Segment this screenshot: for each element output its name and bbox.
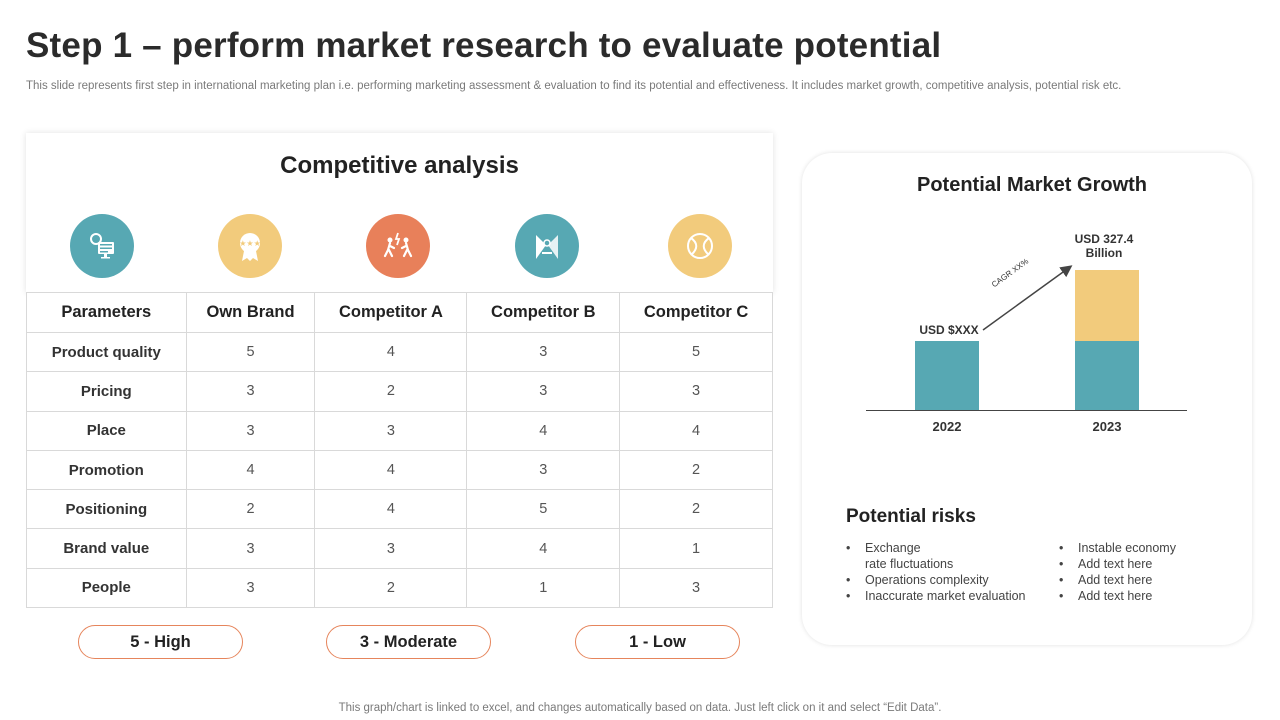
table-row: Pricing 3 2 3 3 xyxy=(26,371,773,412)
risk-item: Inaccurate market evaluation xyxy=(846,588,1046,604)
competitive-analysis-title: Competitive analysis xyxy=(280,152,519,179)
label-2023-line1: USD 327.4 xyxy=(1074,232,1134,246)
risk-item: Instable economy xyxy=(1059,540,1239,556)
legend-low: 1 - Low xyxy=(575,625,740,659)
row-parameter: Product quality xyxy=(26,331,187,373)
cell-competitor-a: 4 xyxy=(314,489,468,530)
table-row: Brand value 3 3 4 1 xyxy=(26,528,773,569)
label-2023-value: USD 327.4 Billion xyxy=(1060,232,1148,260)
row-parameter: Promotion xyxy=(26,449,187,491)
legend-moderate: 3 - Moderate xyxy=(326,625,491,659)
risk-item: Add text here xyxy=(1059,556,1239,572)
growth-arrow-icon xyxy=(982,265,1073,331)
header-competitor-c: Competitor C xyxy=(619,292,773,333)
competition-people-icon xyxy=(366,214,430,278)
competitive-analysis-table: Parameters Own Brand Competitor A Compet… xyxy=(26,292,773,609)
cell-competitor-c: 3 xyxy=(619,567,773,609)
row-parameter: Place xyxy=(26,410,187,451)
table-row: Product quality 5 4 3 5 xyxy=(26,331,773,373)
table-header-row: Parameters Own Brand Competitor A Compet… xyxy=(26,292,773,333)
cell-competitor-c: 2 xyxy=(619,449,773,491)
cell-competitor-a: 3 xyxy=(314,410,468,451)
cell-competitor-b: 5 xyxy=(466,489,621,530)
cell-competitor-b: 4 xyxy=(466,528,621,569)
row-parameter: Pricing xyxy=(26,371,187,412)
bar-2023-growth xyxy=(1075,270,1139,341)
slide-title: Step 1 – perform market research to eval… xyxy=(26,26,942,65)
risk-item: Add text here xyxy=(1059,572,1239,588)
header-competitor-b: Competitor B xyxy=(466,292,621,333)
cell-own-brand: 2 xyxy=(185,489,316,530)
cell-competitor-a: 2 xyxy=(314,567,468,609)
table-row: Promotion 4 4 3 2 xyxy=(26,449,773,491)
table-row: Place 3 3 4 4 xyxy=(26,410,773,451)
table-row: People 3 2 1 3 xyxy=(26,567,773,609)
header-own-brand: Own Brand xyxy=(185,292,316,333)
rating-award-icon: ★★★ xyxy=(218,214,282,278)
cell-own-brand: 3 xyxy=(185,371,316,412)
cell-own-brand: 5 xyxy=(185,331,316,373)
cell-competitor-c: 4 xyxy=(619,410,773,451)
bar-2023-base xyxy=(1075,341,1139,410)
footer-note: This graph/chart is linked to excel, and… xyxy=(338,702,942,714)
label-2022-value: USD $XXX xyxy=(919,323,979,337)
potential-risks-title: Potential risks xyxy=(846,506,976,527)
legend-high: 5 - High xyxy=(78,625,243,659)
cell-competitor-a: 4 xyxy=(314,331,468,373)
cell-competitor-b: 3 xyxy=(466,371,621,412)
row-parameter: Brand value xyxy=(26,528,187,569)
chart-baseline xyxy=(866,410,1187,411)
cell-own-brand: 3 xyxy=(185,567,316,609)
risks-list-right: Instable economy Add text here Add text … xyxy=(1059,540,1239,604)
cell-competitor-b: 3 xyxy=(466,331,621,373)
cell-own-brand: 3 xyxy=(185,528,316,569)
cell-competitor-b: 3 xyxy=(466,449,621,491)
risk-item: Operations complexity xyxy=(846,572,1046,588)
header-parameters: Parameters xyxy=(26,292,187,333)
cell-own-brand: 4 xyxy=(185,449,316,491)
cell-competitor-a: 4 xyxy=(314,449,468,491)
cell-competitor-b: 1 xyxy=(466,567,621,609)
cell-own-brand: 3 xyxy=(185,410,316,451)
bar-2022 xyxy=(915,341,979,410)
year-2023: 2023 xyxy=(1092,419,1122,434)
cell-competitor-a: 2 xyxy=(314,371,468,412)
row-parameter: People xyxy=(26,567,187,609)
cell-competitor-a: 3 xyxy=(314,528,468,569)
slide-subtitle: This slide represents first step in inte… xyxy=(26,80,1122,92)
label-2023-line2: Billion xyxy=(1085,246,1123,260)
tennis-ball-icon xyxy=(668,214,732,278)
year-2022: 2022 xyxy=(932,419,962,434)
cell-competitor-c: 2 xyxy=(619,489,773,530)
table-row: Positioning 2 4 5 2 xyxy=(26,489,773,530)
header-competitor-a: Competitor A xyxy=(314,292,468,333)
cell-competitor-b: 4 xyxy=(466,410,621,451)
market-growth-title: Potential Market Growth xyxy=(916,174,1148,196)
row-parameter: Positioning xyxy=(26,489,187,530)
svg-text:★★★: ★★★ xyxy=(239,239,261,248)
risk-item: Add text here xyxy=(1059,588,1239,604)
cell-competitor-c: 5 xyxy=(619,331,773,373)
settings-screen-icon xyxy=(70,214,134,278)
strategy-target-icon xyxy=(515,214,579,278)
cell-competitor-c: 3 xyxy=(619,371,773,412)
cell-competitor-c: 1 xyxy=(619,528,773,569)
